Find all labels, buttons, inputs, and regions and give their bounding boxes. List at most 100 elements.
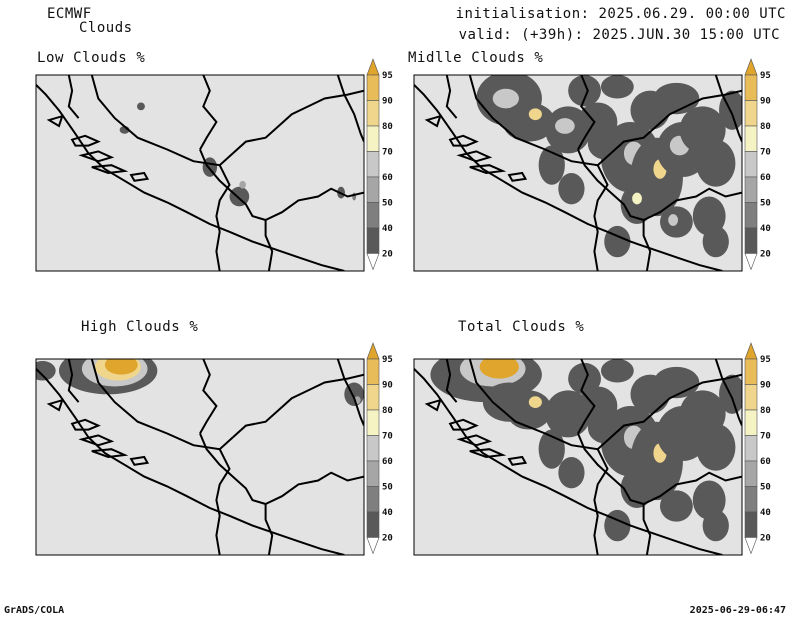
colorbar-middle: 20 40 50 60 70 80 90 95 — [744, 58, 771, 271]
colorbar-tick-label: 90 — [382, 97, 393, 107]
colorbar-high: 20 40 50 60 70 80 90 95 — [366, 342, 393, 555]
cloud-area — [502, 102, 556, 142]
init-time: initialisation: 2025.06.29. 00:00 UTC — [455, 6, 786, 22]
island-outline — [424, 114, 442, 128]
colorbar-cap-bottom — [366, 537, 380, 555]
map-frame — [413, 74, 743, 272]
map-middle — [414, 75, 742, 271]
colorbar-segment — [366, 460, 380, 487]
country-border — [593, 448, 609, 555]
colorbar-tick-label: 60 — [760, 457, 771, 467]
cloud-area — [660, 490, 693, 522]
cloud-area — [600, 75, 634, 99]
cloud-area — [604, 509, 631, 542]
island-outline — [46, 114, 64, 128]
coastline — [36, 84, 345, 271]
cloud-area — [492, 88, 519, 109]
colorbar-tick-label: 20 — [760, 250, 771, 260]
country-border — [643, 187, 742, 221]
panel-title-low: Low Clouds % — [37, 50, 146, 66]
country-border — [610, 373, 742, 439]
colorbar-tick-label: 70 — [382, 432, 393, 442]
colorbar-segment — [744, 409, 758, 436]
cloud-area — [558, 457, 585, 489]
colorbar-segment — [366, 227, 380, 254]
island-outline — [424, 398, 442, 412]
country-border — [90, 359, 234, 451]
colorbar-tick-label: 90 — [760, 381, 771, 391]
country-border — [215, 164, 231, 271]
country-border — [714, 75, 742, 142]
colorbar-segment — [744, 358, 758, 385]
cloud-area — [528, 396, 542, 408]
country-border — [232, 373, 364, 439]
country-border — [468, 75, 612, 167]
colorbar-segment — [366, 358, 380, 385]
colorbar-segment — [366, 511, 380, 538]
footer-software: GrADS/COLA — [4, 605, 65, 616]
colorbar-segment — [744, 486, 758, 513]
cloud-area — [632, 192, 642, 205]
country-border — [264, 504, 274, 555]
cloud-area — [692, 196, 726, 236]
map-frame — [413, 358, 743, 556]
island-outline — [129, 455, 150, 466]
country-border — [199, 149, 266, 221]
cloud-area — [137, 102, 145, 111]
cloud-area — [604, 225, 631, 258]
colorbar-cap-top — [366, 342, 380, 360]
colorbar-tick-label: 50 — [760, 483, 771, 493]
cloud-area — [600, 359, 634, 383]
colorbar-cap-top — [744, 58, 758, 76]
country-border — [577, 75, 596, 150]
colorbar-tick-label: 90 — [382, 381, 393, 391]
country-border — [468, 359, 612, 451]
cloud-area — [505, 390, 552, 430]
country-border — [642, 504, 652, 555]
colorbar-segment — [744, 227, 758, 254]
island-outline — [456, 150, 493, 163]
country-border — [577, 359, 596, 434]
colorbar-tick-label: 40 — [760, 224, 771, 234]
colorbar-segment — [366, 151, 380, 178]
colorbar-cap-bottom — [366, 253, 380, 271]
colorbar-cap-bottom — [744, 253, 758, 271]
country-border — [90, 75, 234, 167]
island-outline — [507, 171, 528, 182]
colorbar-tick-label: 70 — [760, 148, 771, 158]
island-outline — [70, 134, 101, 147]
map-frame — [35, 358, 365, 556]
colorbar-segment — [744, 511, 758, 538]
cloud-area — [692, 480, 726, 520]
cloud-area — [702, 225, 729, 258]
colorbar-tick-label: 20 — [382, 534, 393, 544]
colorbar-segment — [744, 125, 758, 152]
coastline — [414, 84, 723, 271]
colorbar-tick-label: 95 — [382, 71, 393, 81]
colorbar-tick-label: 80 — [382, 406, 393, 416]
colorbar-tick-label: 95 — [760, 71, 771, 81]
colorbar-low: 20 40 50 60 70 80 90 95 — [366, 58, 393, 271]
country-border — [264, 220, 274, 271]
island-outline — [46, 398, 64, 412]
colorbar-total: 20 40 50 60 70 80 90 95 — [744, 342, 771, 555]
colorbar-tick-label: 40 — [760, 508, 771, 518]
colorbar-segment — [744, 74, 758, 101]
cloud-area — [229, 186, 250, 207]
country-border — [199, 75, 218, 150]
island-outline — [469, 448, 507, 459]
panel-title-middle: Midlle Clouds % — [408, 50, 544, 66]
country-border — [199, 433, 266, 505]
colorbar-tick-label: 50 — [760, 199, 771, 209]
cloud-area — [239, 180, 246, 189]
coastline — [414, 368, 723, 555]
colorbar-tick-label: 50 — [382, 483, 393, 493]
colorbar-tick-label: 70 — [760, 432, 771, 442]
colorbar-segment — [366, 74, 380, 101]
colorbar-cap-top — [366, 58, 380, 76]
colorbar-segment — [366, 100, 380, 127]
cloud-area — [653, 366, 700, 399]
country-border — [643, 471, 742, 505]
colorbar-tick-label: 60 — [382, 457, 393, 467]
cloud-area — [558, 173, 585, 205]
